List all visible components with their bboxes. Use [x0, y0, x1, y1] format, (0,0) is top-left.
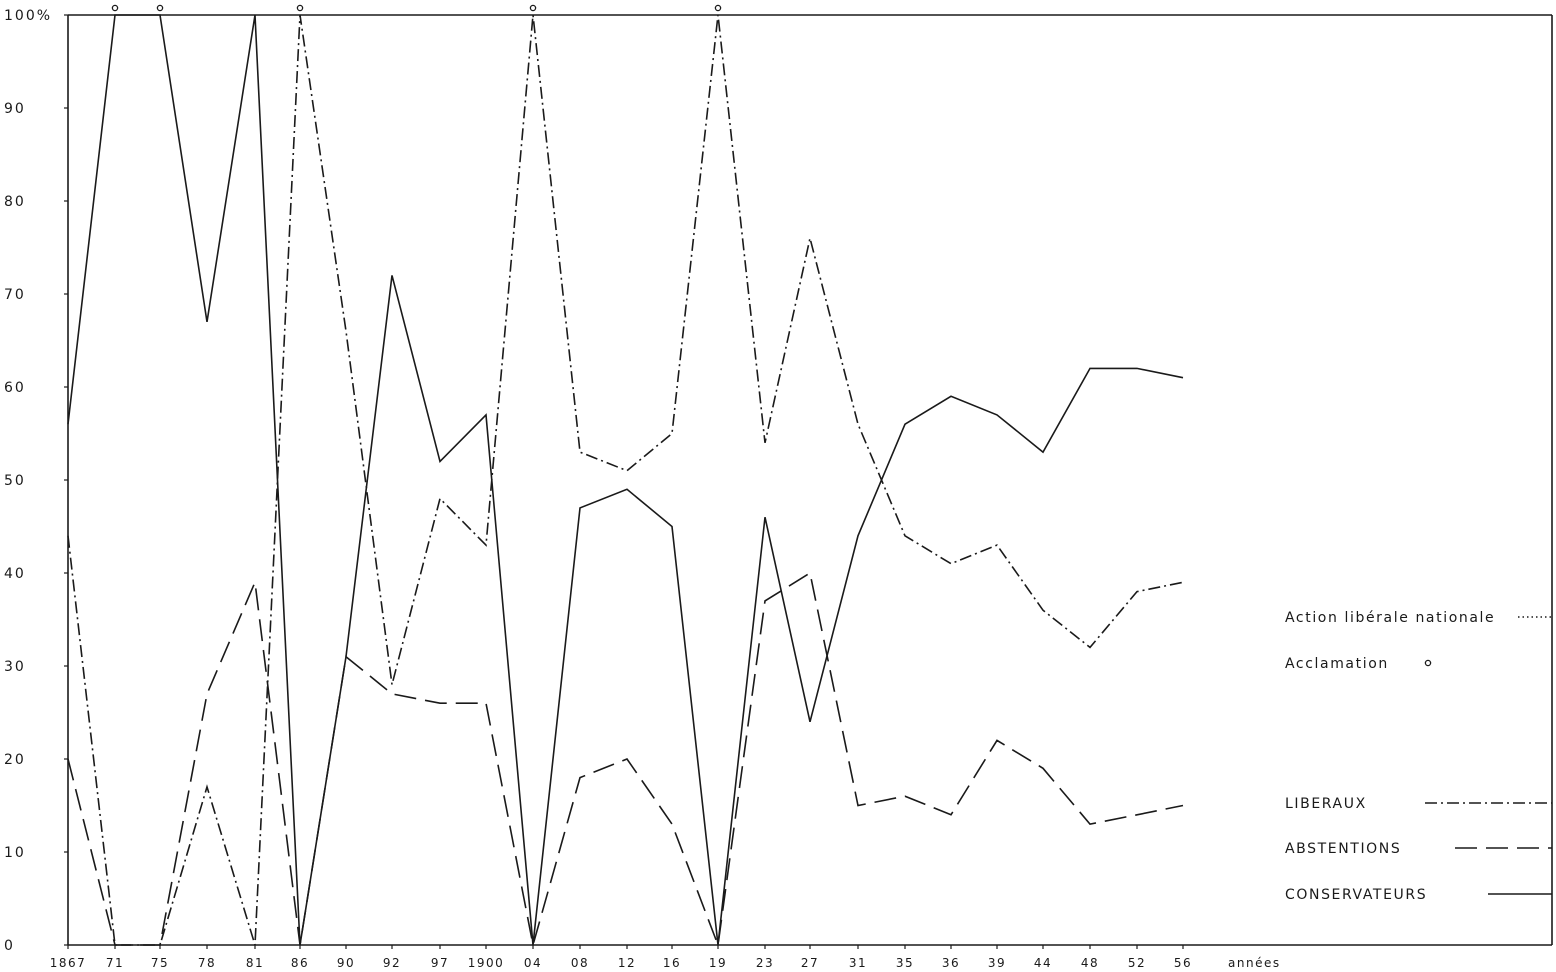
- acclamation-marker-71: [111, 4, 119, 12]
- acclamation-marker-19: [714, 4, 722, 12]
- y-tick-label: 10: [4, 845, 26, 861]
- y-tick-label: 0: [4, 938, 15, 954]
- y-tick-label: 100%: [4, 8, 52, 24]
- x-tick-label: 44: [1034, 956, 1052, 970]
- x-tick-label: 36: [942, 956, 960, 970]
- y-tick-label: 90: [4, 101, 26, 117]
- x-tick-label: 23: [756, 956, 774, 970]
- series-line-liberaux: [67, 14, 1184, 946]
- x-tick-label: 19: [709, 956, 727, 970]
- y-tick-label: 80: [4, 194, 26, 210]
- x-tick-label: 90: [337, 956, 355, 970]
- x-tick-label: 08: [571, 956, 589, 970]
- x-tick-label: 48: [1081, 956, 1099, 970]
- acclamation-marker-04: [529, 4, 537, 12]
- y-tick-label: 30: [4, 659, 26, 675]
- legend-label-acclamation: Acclamation: [1285, 656, 1389, 672]
- x-tick-label: 16: [663, 956, 681, 970]
- x-axis-label: années: [1228, 956, 1281, 970]
- x-tick-label: 1900: [468, 956, 505, 970]
- x-axis: 1867 71 75 78 81 86 90 92 97 1900 04 08 12 16 19 23 27 31…: [50, 945, 1281, 970]
- x-tick-label: 97: [431, 956, 449, 970]
- legend-label-action-liberale-nationale: Action libérale nationale: [1285, 610, 1495, 626]
- y-tick-label: 70: [4, 287, 26, 303]
- legend-label-abstentions: ABSTENTIONS: [1285, 841, 1401, 857]
- x-tick-label: 92: [383, 956, 401, 970]
- series-lines: [67, 14, 1184, 946]
- x-tick-label: 56: [1174, 956, 1192, 970]
- x-tick-label: 1867: [50, 956, 87, 970]
- x-tick-label: 75: [151, 956, 169, 970]
- y-tick-label: 60: [4, 380, 26, 396]
- legend-label-liberaux: LIBERAUX: [1285, 796, 1367, 812]
- x-tick-label: 71: [106, 956, 124, 970]
- x-tick-label: 86: [291, 956, 309, 970]
- y-tick-label: 50: [4, 473, 26, 489]
- acclamation-markers: [111, 4, 722, 12]
- series-line-abstentions: [67, 571, 1184, 946]
- legend: Action libérale nationale Acclamation LIBE…: [1285, 610, 1552, 903]
- series-line-conservateurs: [67, 14, 1184, 946]
- x-tick-label: 04: [524, 956, 542, 970]
- x-tick-label: 35: [896, 956, 914, 970]
- acclamation-marker-86: [296, 4, 304, 12]
- x-tick-label: 31: [849, 956, 867, 970]
- y-tick-label: 40: [4, 566, 26, 582]
- y-tick-label: 20: [4, 752, 26, 768]
- x-tick-label: 78: [198, 956, 216, 970]
- x-tick-label: 27: [801, 956, 819, 970]
- x-tick-label: 12: [618, 956, 636, 970]
- x-tick-label: 39: [988, 956, 1006, 970]
- x-tick-label: 81: [246, 956, 264, 970]
- legend-swatch-acclamation-icon: [1424, 659, 1432, 667]
- x-tick-label: 52: [1128, 956, 1146, 970]
- acclamation-marker-75: [156, 4, 164, 12]
- y-axis: 0 10 20 30 40 50 60 70 80 90 100%: [4, 8, 68, 954]
- legend-label-conservateurs: CONSERVATEURS: [1285, 887, 1427, 903]
